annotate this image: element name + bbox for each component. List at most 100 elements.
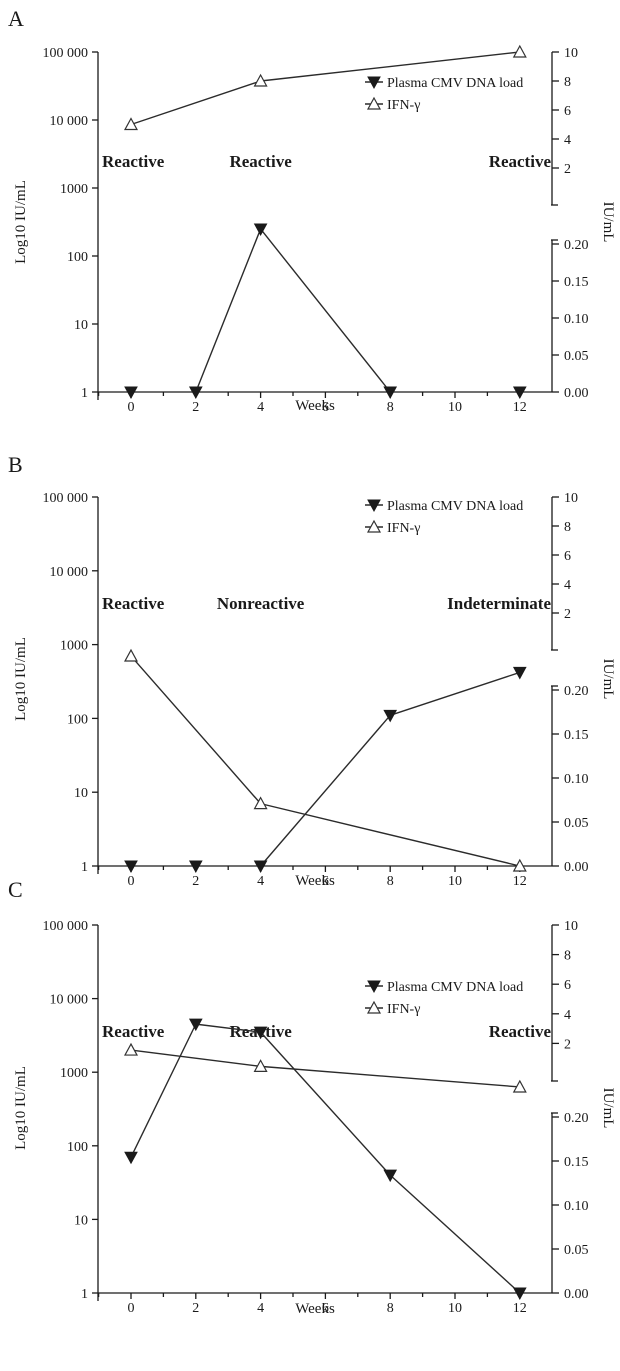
data-point-ifn [512,858,527,872]
legend-marker-cmv [367,76,381,90]
data-point-cmv [124,386,138,400]
series-line-cmv [260,228,391,393]
test-result-annotation: Reactive [102,594,165,613]
x-axis-tick-label: 4 [257,400,264,415]
series-line-cmv [389,1174,521,1294]
right-upper-axis-tick-label: 6 [564,104,571,119]
legend-entry-ifn: IFN-γ [387,521,420,536]
x-axis-tick-label: 6 [322,1301,329,1316]
left-axis-tick-label: 100 000 [43,919,89,934]
right-lower-axis-tick-label: 0.20 [564,238,589,253]
right-axis-title: IU/mL [600,1088,616,1129]
right-upper-axis-tick-label: 4 [564,578,571,593]
legend-marker-cmv [367,980,381,994]
x-axis-tick-label: 0 [128,400,135,415]
legend-marker-ifn [366,96,382,110]
left-axis-tick-label: 10 [74,786,88,801]
data-point-ifn [512,1079,527,1093]
right-lower-axis-tick-label: 0.20 [564,1111,589,1126]
data-point-cmv [253,860,268,874]
legend-entry-cmv: Plasma CMV DNA load [387,499,523,514]
series-line-cmv [389,671,521,717]
legend-marker-cmv [367,499,381,513]
right-upper-axis-tick-label: 6 [564,549,571,564]
right-upper-axis-tick-label: 2 [564,162,571,177]
data-point-ifn [512,44,527,58]
left-axis-tick-label: 1000 [60,182,88,197]
x-axis-tick-label: 4 [257,874,264,889]
left-axis-tick-label: 100 [67,250,88,265]
x-axis-tick-label: 0 [128,874,135,889]
left-axis-tick-label: 100 000 [43,491,89,506]
data-point-cmv [124,860,138,874]
series-line-ifn [130,1049,261,1068]
data-point-cmv [383,709,398,723]
data-point-cmv [253,1026,268,1040]
series-line-ifn [260,802,520,867]
x-axis-title: Weeks [295,873,335,889]
test-result-annotation: Reactive [102,1022,165,1041]
x-axis-tick-label: 10 [448,1301,462,1316]
left-axis-tick-label: 10 000 [50,565,89,580]
right-upper-axis-tick-label: 6 [564,978,571,993]
left-axis-tick-label: 10 [74,318,88,333]
legend-entry-cmv: Plasma CMV DNA load [387,980,523,995]
x-axis-tick-label: 12 [513,1301,527,1316]
right-upper-axis-tick-label: 8 [564,949,571,964]
x-axis-title: Weeks [295,1301,335,1317]
x-axis-tick-label: 6 [322,400,329,415]
x-axis-tick-label: 2 [192,874,199,889]
series-line-cmv [260,714,391,867]
right-lower-axis-tick-label: 0.05 [564,349,589,364]
data-point-cmv [124,1151,138,1165]
x-axis-tick-label: 0 [128,1301,135,1316]
x-axis-title: Weeks [295,398,335,414]
data-point-cmv [512,1287,527,1301]
right-axis-title: IU/mL [600,659,616,700]
x-axis-tick-label: 2 [192,1301,199,1316]
legend-marker-ifn [366,1000,382,1014]
right-upper-axis-tick-label: 10 [564,46,578,61]
x-axis-tick-label: 6 [322,874,329,889]
left-axis-tick-label: 10 000 [50,114,89,129]
right-axis-title: IU/mL [600,202,616,243]
x-axis-tick-label: 10 [448,400,462,415]
left-axis-tick-label: 100 000 [43,46,89,61]
series-line-ifn [130,655,262,805]
left-axis-tick-label: 100 [67,1140,88,1155]
panel-label: B [8,452,23,477]
left-axis-tick-label: 1 [81,860,88,875]
data-point-cmv [188,860,203,874]
right-lower-axis-tick-label: 0.15 [564,275,589,290]
left-axis-tick-label: 10 [74,1213,88,1228]
data-point-cmv [253,223,268,236]
right-lower-axis-tick-label: 0.10 [564,772,589,787]
series-line-cmv [130,1023,197,1158]
panel-label: C [8,877,23,902]
right-upper-axis-tick-label: 10 [564,491,578,506]
x-axis-tick-label: 12 [513,874,527,889]
test-result-annotation: Reactive [102,152,165,171]
data-point-ifn [253,73,268,87]
data-point-cmv [188,1018,203,1032]
test-result-annotation: Nonreactive [217,594,305,613]
left-axis-tick-label: 1000 [60,639,88,654]
right-lower-axis-tick-label: 0.10 [564,1199,589,1214]
data-point-cmv [383,1169,398,1183]
test-result-annotation: Reactive [229,152,292,171]
right-lower-axis-tick-label: 0.20 [564,684,589,699]
left-axis-tick-label: 100 [67,712,88,727]
right-lower-axis-tick-label: 0.10 [564,312,589,327]
legend-entry-cmv: Plasma CMV DNA load [387,76,523,91]
test-result-annotation: Reactive [489,1022,552,1041]
panel-label: A [8,6,24,31]
x-axis-tick-label: 8 [387,1301,394,1316]
legend-entry-ifn: IFN-γ [387,98,420,113]
right-lower-axis-tick-label: 0.00 [564,1287,589,1302]
data-point-cmv [188,386,203,400]
data-point-cmv [512,386,527,400]
series-line-ifn [260,51,520,82]
data-point-cmv [512,666,527,680]
series-line-ifn [260,1065,520,1088]
